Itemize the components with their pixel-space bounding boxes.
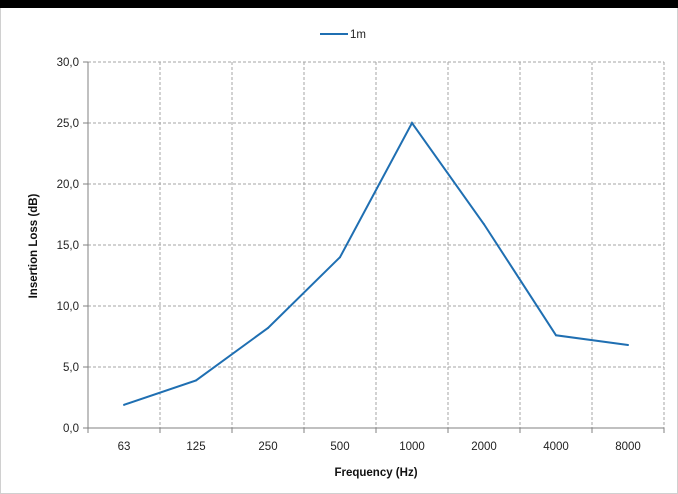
data-point — [627, 344, 629, 347]
y-tick-label: 5,0 — [63, 362, 79, 374]
grid-lines — [88, 61, 665, 428]
x-tick-labels: 63 125 250 500 1000 2000 4000 8000 — [118, 441, 641, 453]
x-tick-label: 2000 — [471, 441, 497, 453]
y-axis-title: Insertion Loss (dB) — [28, 193, 40, 298]
x-axis-title: Frequency (Hz) — [334, 467, 417, 479]
series-line-1m — [123, 121, 629, 406]
x-tick-label: 500 — [330, 441, 349, 453]
series-group — [123, 121, 629, 406]
y-tick-label: 0,0 — [63, 423, 79, 435]
y-tick-label: 15,0 — [57, 240, 79, 252]
legend-label: 1m — [350, 29, 366, 41]
axes — [83, 61, 665, 433]
legend: 1m — [320, 29, 366, 41]
data-point — [195, 379, 197, 382]
y-tick-label: 20,0 — [57, 179, 79, 191]
x-tick-label: 1000 — [399, 441, 425, 453]
x-tick-label: 250 — [258, 441, 277, 453]
y-tick-label: 10,0 — [57, 301, 79, 313]
data-point — [123, 403, 125, 406]
data-point — [411, 122, 413, 124]
data-point — [267, 326, 269, 329]
data-point — [339, 256, 341, 259]
top-bar — [0, 0, 678, 8]
data-point — [555, 334, 557, 337]
x-tick-label: 8000 — [615, 441, 641, 453]
y-tick-label: 25,0 — [57, 118, 79, 130]
data-point — [483, 223, 485, 226]
x-tick-label: 4000 — [543, 441, 569, 453]
x-tick-label: 125 — [186, 441, 205, 453]
y-tick-label: 30,0 — [57, 57, 79, 69]
y-tick-labels: 0,0 5,0 10,0 15,0 20,0 25,0 30,0 — [57, 57, 79, 435]
x-tick-label: 63 — [118, 441, 131, 453]
